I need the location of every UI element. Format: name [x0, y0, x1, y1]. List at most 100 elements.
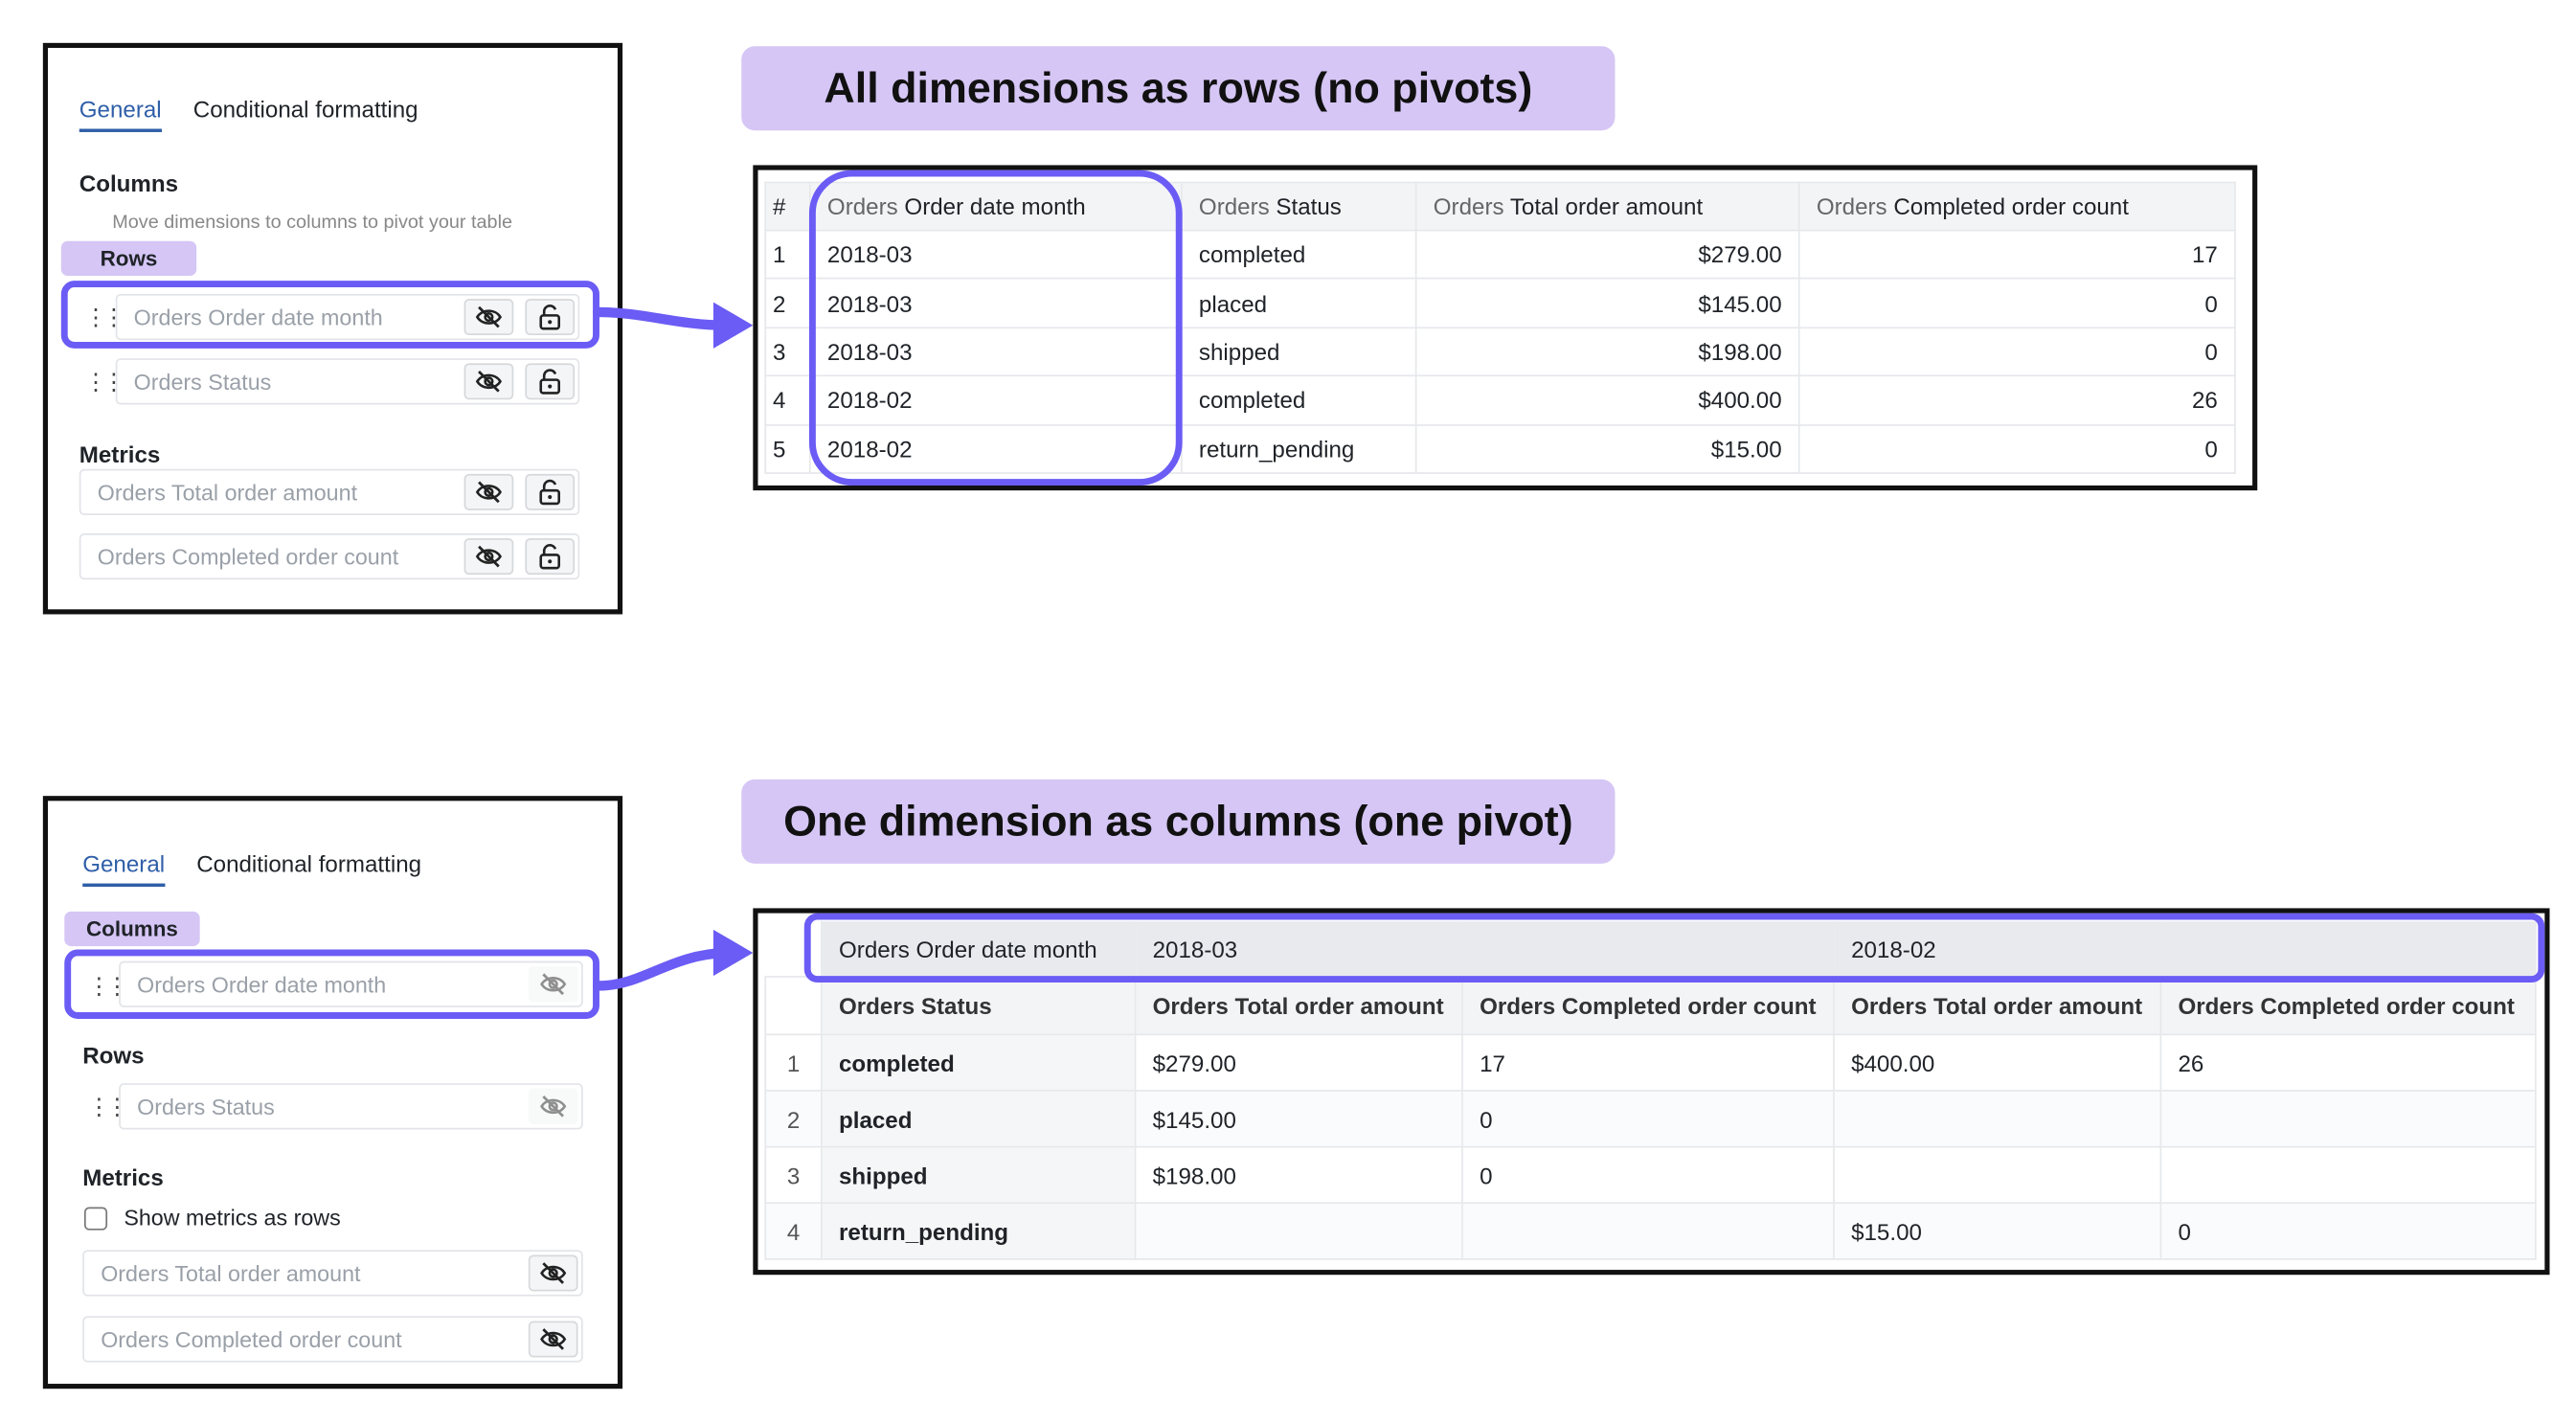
total-order-amount-cell: $15.00 — [1414, 423, 1800, 474]
columns-badge: Columns — [64, 911, 200, 947]
status-cell: shipped — [821, 1145, 1137, 1205]
table-row: 1 completed $279.00 17 $400.00 26 — [764, 1033, 2537, 1092]
total-order-amount-cell: $15.00 — [1833, 1202, 2162, 1260]
unlock-icon[interactable] — [525, 538, 576, 576]
tab-general[interactable]: General — [79, 96, 162, 132]
status-cell: return_pending — [1180, 423, 1417, 474]
arrow-icon — [593, 929, 754, 991]
rows-heading: Rows — [82, 1042, 145, 1069]
field-label: Orders Total order amount — [101, 1261, 361, 1287]
status-cell: return_pending — [821, 1202, 1137, 1260]
total-order-amount-cell: $145.00 — [1134, 1090, 1463, 1148]
order-date-month-cell: 2018-03 — [808, 327, 1183, 377]
eye-off-icon[interactable] — [463, 363, 514, 400]
status-cell: shipped — [1180, 327, 1417, 377]
index-header — [764, 976, 823, 1036]
total-order-amount-cell — [1833, 1090, 2162, 1148]
show-metrics-as-rows-label: Show metrics as rows — [124, 1205, 341, 1231]
table-row: 2 placed $145.00 0 — [764, 1090, 2537, 1148]
status-cell: placed — [821, 1090, 1137, 1148]
eye-off-icon[interactable] — [463, 299, 514, 336]
completed-order-count-cell — [2159, 1145, 2537, 1205]
status-cell: placed — [1180, 278, 1417, 328]
row-field-order-date-month[interactable]: Orders Order date month — [115, 293, 580, 341]
row-index: 2 — [764, 1090, 823, 1148]
metric-field-total-order-amount[interactable]: Orders Total order amount — [82, 1250, 583, 1297]
metrics-heading: Metrics — [82, 1163, 164, 1191]
header-name: Completed order count — [1893, 192, 2129, 220]
table-row: 2 2018-03 placed $145.00 0 — [764, 278, 2236, 328]
banner-one-pivot: One dimension as columns (one pivot) — [741, 779, 1616, 864]
completed-order-count-cell — [1461, 1202, 1835, 1260]
completed-order-count-cell: 17 — [1797, 229, 2236, 281]
total-order-amount-cell — [1833, 1145, 2162, 1205]
status-cell: completed — [1180, 229, 1417, 281]
column-header[interactable]: Orders Total order amount — [1833, 976, 2162, 1036]
status-cell: completed — [821, 1033, 1137, 1092]
row-field-status[interactable]: Orders Status — [115, 358, 580, 405]
row-field-status[interactable]: Orders Status — [119, 1083, 583, 1130]
row-index: 3 — [764, 327, 811, 377]
completed-order-count-cell: 0 — [2159, 1202, 2537, 1260]
total-order-amount-cell — [1134, 1202, 1463, 1260]
column-header[interactable]: Orders Status — [1180, 181, 1417, 232]
column-header[interactable]: Orders Completed order count — [1461, 976, 1835, 1036]
eye-off-icon[interactable] — [528, 1254, 578, 1292]
header-prefix: Orders — [1816, 192, 1887, 220]
table-row: 4 return_pending $15.00 0 — [764, 1202, 2537, 1260]
eye-off-icon[interactable] — [528, 1321, 578, 1358]
column-field-order-date-month[interactable]: Orders Order date month — [119, 960, 583, 1007]
header-row: Orders Status Orders Total order amount Or… — [764, 976, 2537, 1036]
total-order-amount-cell: $198.00 — [1414, 327, 1800, 377]
completed-order-count-cell: 0 — [1797, 423, 2236, 474]
show-metrics-as-rows-checkbox[interactable] — [83, 1207, 108, 1231]
unlock-icon[interactable] — [525, 299, 576, 336]
header-prefix: Orders — [1198, 192, 1270, 220]
column-header[interactable]: # — [764, 181, 811, 232]
column-header[interactable]: Orders Completed order count — [2159, 976, 2537, 1036]
metric-field-completed-order-count[interactable]: Orders Completed order count — [82, 1316, 583, 1363]
pivot-dimension-label: Orders Order date month — [821, 921, 1137, 978]
tab-general[interactable]: General — [82, 850, 166, 888]
metric-field-total-order-amount[interactable]: Orders Total order amount — [79, 468, 580, 516]
completed-order-count-cell: 0 — [1797, 278, 2236, 328]
eye-off-icon[interactable] — [463, 538, 514, 576]
column-header[interactable]: Orders Completed order count — [1797, 181, 2236, 232]
header-prefix: # — [773, 192, 786, 220]
pivot-header-row: Orders Order date month 2018-03 2018-02 — [765, 921, 2537, 978]
field-label: Orders Total order amount — [97, 480, 358, 506]
completed-order-count-cell: 0 — [1797, 327, 2236, 377]
field-label: Orders Order date month — [137, 972, 387, 998]
total-order-amount-cell: $400.00 — [1414, 374, 1800, 426]
status-cell: completed — [1180, 374, 1417, 426]
column-header[interactable]: Orders Total order amount — [1134, 976, 1463, 1036]
tab-conditional-formatting[interactable]: Conditional formatting — [196, 850, 422, 877]
completed-order-count-cell — [2159, 1090, 2537, 1148]
total-order-amount-cell: $400.00 — [1833, 1033, 2162, 1092]
tab-conditional-formatting[interactable]: Conditional formatting — [192, 96, 418, 123]
row-index: 1 — [764, 1033, 823, 1092]
highlight-pivot-header — [803, 913, 2545, 983]
arrow-icon — [593, 302, 754, 349]
table-row: 3 2018-03 shipped $198.00 0 — [764, 327, 2236, 377]
row-index: 1 — [764, 229, 811, 281]
eye-off-icon[interactable] — [463, 473, 514, 510]
total-order-amount-cell: $198.00 — [1134, 1145, 1463, 1205]
table-row: 3 shipped $198.00 0 — [764, 1145, 2537, 1205]
columns-hint: Move dimensions to columns to pivot your… — [112, 213, 513, 234]
eye-off-icon[interactable] — [528, 1088, 578, 1125]
column-header[interactable]: Orders Total order amount — [1414, 181, 1800, 232]
unlock-icon[interactable] — [525, 363, 576, 400]
table-row: 4 2018-02 completed $400.00 26 — [764, 374, 2236, 426]
metric-field-completed-order-count[interactable]: Orders Completed order count — [79, 532, 580, 580]
header-prefix: Orders — [1433, 192, 1504, 220]
column-header[interactable]: Orders Status — [821, 976, 1137, 1036]
unlock-icon[interactable] — [525, 473, 576, 510]
row-index: 2 — [764, 278, 811, 328]
results-table-no-pivot: # Orders Order date month Orders Status Ord… — [764, 181, 2236, 474]
row-index: 4 — [764, 374, 811, 426]
row-index: 4 — [764, 1202, 823, 1260]
highlight-column-field — [64, 949, 599, 1019]
eye-off-icon[interactable] — [528, 965, 578, 1003]
metrics-heading: Metrics — [79, 440, 161, 468]
